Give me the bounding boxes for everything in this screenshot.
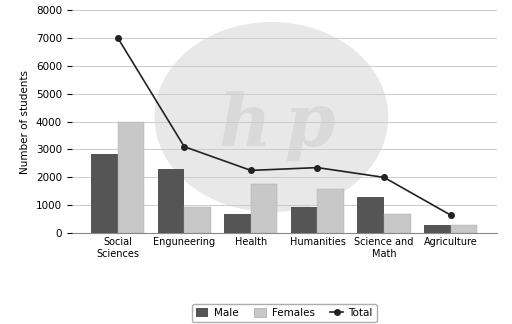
Bar: [91, 154, 118, 233]
Bar: [118, 122, 144, 233]
Bar: [251, 184, 278, 233]
Bar: [424, 225, 451, 233]
Text: h: h: [219, 90, 271, 161]
Bar: [317, 189, 344, 233]
Text: p: p: [284, 90, 335, 161]
Ellipse shape: [155, 22, 388, 212]
Bar: [451, 225, 477, 233]
Bar: [291, 207, 317, 233]
Y-axis label: Number of students: Number of students: [20, 70, 30, 173]
Bar: [357, 197, 384, 233]
Bar: [224, 214, 251, 233]
Legend: Male, Females, Total: Male, Females, Total: [192, 304, 376, 322]
Bar: [158, 169, 184, 233]
Bar: [384, 214, 411, 233]
Bar: [184, 207, 211, 233]
